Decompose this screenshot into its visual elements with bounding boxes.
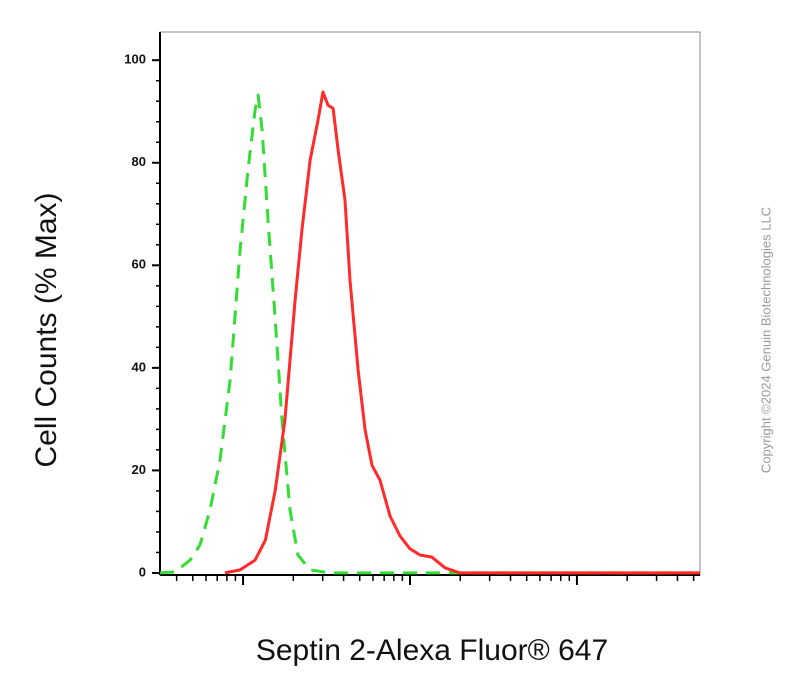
y-tick-label: 40 bbox=[132, 359, 146, 374]
plot-frame bbox=[159, 31, 701, 576]
y-tick-label: 20 bbox=[132, 462, 146, 477]
y-axis-label: Cell Counts (% Max) bbox=[30, 192, 63, 467]
x-axis-label: Septin 2-Alexa Fluor® 647 bbox=[256, 634, 608, 667]
histogram-line bbox=[159, 93, 700, 575]
y-tick-label: 80 bbox=[132, 154, 146, 169]
y-tick-label: 100 bbox=[124, 52, 146, 67]
histogram-line bbox=[224, 90, 700, 575]
y-tick-label: 60 bbox=[132, 257, 146, 272]
y-tick-label: 0 bbox=[139, 564, 146, 579]
copyright: Copyright ©2024 Genuin Biotechnologies L… bbox=[758, 207, 773, 473]
